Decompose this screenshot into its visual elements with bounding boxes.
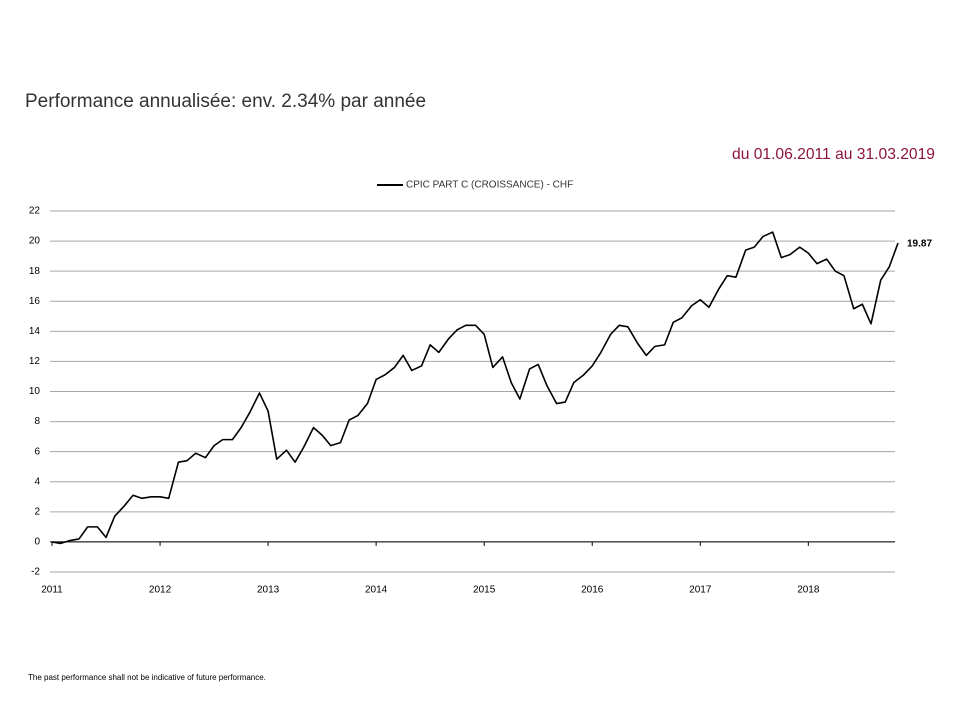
x-tick-label: 2018: [797, 585, 820, 596]
y-tick-label: -2: [31, 567, 40, 578]
y-tick-label: 16: [29, 296, 41, 307]
x-tick-label: 2012: [149, 585, 172, 596]
period: du 01.06.2011 au 31.03.2019: [732, 146, 935, 163]
y-tick-label: 8: [34, 416, 40, 427]
y-tick-label: 20: [29, 236, 41, 247]
y-tick-label: 0: [34, 537, 40, 548]
x-tick-label: 2016: [581, 585, 604, 596]
x-tick-label: 2014: [365, 585, 388, 596]
x-tick-label: 2017: [689, 585, 712, 596]
x-tick-label: 2011: [41, 585, 63, 596]
legend-label: CPIC PART C (CROISSANCE) - CHF: [406, 180, 573, 191]
end-value-label: 19.87: [907, 239, 932, 250]
y-tick-label: 6: [34, 446, 40, 457]
x-tick-label: 2013: [257, 585, 280, 596]
y-tick-label: 4: [34, 476, 40, 487]
footnote: The past performance shall not be indica…: [28, 673, 266, 682]
y-tick-label: 22: [29, 206, 41, 217]
y-tick-label: 2: [34, 506, 40, 517]
y-tick-label: 14: [29, 326, 41, 337]
y-tick-label: 12: [29, 356, 41, 367]
y-tick-label: 10: [29, 386, 41, 397]
x-tick-label: 2015: [473, 585, 496, 596]
chart-title: Performance annualisée: env. 2.34% par a…: [25, 91, 426, 112]
series-line: [51, 231, 899, 545]
y-tick-label: 18: [29, 266, 41, 277]
